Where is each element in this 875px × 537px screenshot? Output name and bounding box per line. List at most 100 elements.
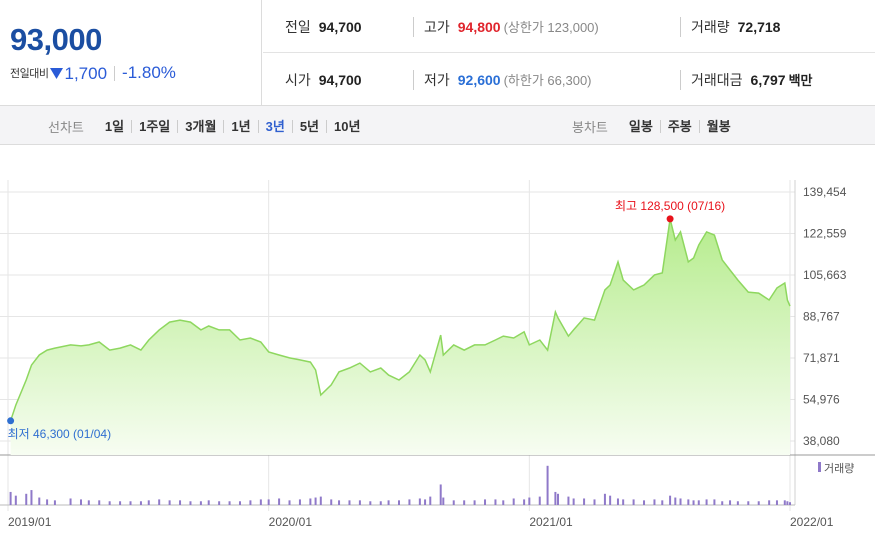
x-tick-label: 2022/01 — [790, 515, 834, 529]
candle-tab[interactable]: 주봉 — [659, 120, 699, 133]
volume-bar — [189, 501, 192, 505]
x-tick-label: 2019/01 — [8, 515, 52, 529]
change-row: 전일대비 1,700 -1.80% — [10, 63, 176, 83]
volume-bar — [387, 500, 390, 505]
volume-bar — [314, 497, 317, 505]
volume-bar — [439, 484, 442, 505]
volume-bar — [528, 497, 531, 505]
volume-bar — [158, 499, 161, 505]
volume-bar — [729, 500, 732, 505]
volume-bar — [119, 501, 122, 505]
x-tick-label: 2021/01 — [529, 515, 573, 529]
volume-bar — [572, 498, 575, 505]
summary-cell: 거래대금 6,797 백만 — [680, 70, 813, 90]
cell-value: 6,797 — [750, 72, 786, 88]
volume-bar — [661, 500, 664, 505]
volume-bar — [129, 501, 132, 505]
volume-bar — [369, 501, 372, 505]
y-tick-label: 71,871 — [803, 351, 840, 365]
y-tick-label: 122,559 — [803, 226, 847, 240]
volume-bar — [79, 499, 82, 505]
volume-bar — [358, 500, 361, 505]
period-tab[interactable]: 1주일 — [131, 120, 177, 133]
summary-table: 전일 94,700 고가 94,800 (상한가 123,000) 거래량 72,718 시가… — [263, 0, 875, 105]
summary-row: 전일 94,700 고가 94,800 (상한가 123,000) 거래량 72,718 — [263, 0, 875, 52]
volume-bar — [452, 500, 455, 505]
candle-chart-tabs: 봉차트 일봉 주봉 월봉 — [572, 117, 738, 136]
candle-tab[interactable]: 일봉 — [628, 119, 653, 134]
summary-cell: 고가 94,800 (상한가 123,000) — [413, 17, 599, 37]
volume-bar — [338, 500, 341, 505]
volume-bar — [583, 498, 586, 505]
volume-bar — [616, 498, 619, 505]
volume-bar — [494, 499, 497, 505]
volume-bar — [267, 499, 270, 505]
volume-bar — [87, 500, 90, 505]
volume-bar — [288, 500, 291, 505]
annotation-label: 최고 128,500 (07/16) — [615, 199, 725, 213]
volume-bar — [199, 501, 202, 505]
summary-cell: 시가 94,700 — [285, 70, 362, 90]
volume-bar — [783, 500, 786, 505]
period-tab[interactable]: 3개월 — [177, 120, 223, 133]
volume-bar — [757, 501, 760, 505]
volume-bar — [207, 500, 210, 505]
volume-bar — [179, 500, 182, 505]
price-line — [9, 218, 791, 422]
volume-bar — [408, 499, 411, 505]
legend-label: 거래량 — [824, 462, 854, 475]
volume-bar — [713, 499, 716, 505]
change-value: 1,700 — [64, 65, 116, 82]
cell-label: 고가 — [424, 19, 450, 35]
volume-bar — [298, 499, 301, 505]
cell-label: 거래량 — [691, 19, 730, 35]
volume-bar — [687, 499, 690, 505]
cell-value: 92,600 — [457, 72, 501, 88]
volume-bar — [736, 501, 739, 505]
volume-bar — [98, 500, 101, 505]
volume-bar — [9, 491, 12, 505]
volume-bar — [25, 493, 28, 505]
cell-value: 94,800 — [457, 19, 501, 35]
volume-bar — [379, 501, 382, 505]
cell-label: 저가 — [424, 72, 450, 88]
chart: 38,080 54,976 71,871 88,767 105,663 122,559 13… — [0, 180, 875, 529]
cell-unit: 백만 — [788, 73, 813, 88]
cell-note: (하한가 66,300) — [503, 73, 592, 88]
volume-bar — [53, 500, 56, 505]
y-tick-label: 88,767 — [803, 310, 840, 324]
volume-bar — [538, 496, 541, 505]
tab-group-label: 선차트 — [48, 120, 84, 135]
volume-bar — [278, 498, 281, 505]
volume-bar — [418, 498, 421, 505]
volume-bar — [309, 498, 312, 505]
cell-value: 72,718 — [737, 19, 781, 35]
cell-label: 시가 — [285, 72, 311, 88]
volume-bar — [398, 500, 400, 505]
candle-tab[interactable]: 월봉 — [698, 120, 738, 133]
volume-bar — [139, 501, 142, 505]
volume-bar — [653, 499, 656, 505]
volume-bar — [429, 496, 432, 505]
change-label: 전일대비 — [10, 68, 49, 80]
volume-bar — [348, 500, 351, 505]
volume-bar — [786, 501, 789, 505]
volume-bar — [554, 491, 557, 505]
line-chart-tabs: 선차트 1일 1주일 3개월 1년 3년 5년 10년 — [48, 117, 367, 136]
legend-swatch — [818, 462, 821, 472]
volume-bar — [319, 496, 322, 505]
summary-cell: 전일 94,700 — [285, 17, 362, 37]
period-tab[interactable]: 10년 — [326, 120, 367, 133]
quote-panel: 93,000 전일대비 1,700 -1.80% — [0, 0, 262, 105]
current-price: 93,000 — [10, 22, 102, 57]
period-tab[interactable]: 3년 — [257, 120, 292, 133]
annotation-label: 최저 46,300 (01/04) — [8, 427, 111, 441]
y-tick-label: 54,976 — [803, 392, 840, 406]
volume-bar — [147, 500, 150, 505]
period-tab[interactable]: 5년 — [291, 120, 326, 133]
period-tab[interactable]: 1년 — [223, 120, 257, 133]
volume-bar — [512, 498, 515, 505]
period-tab[interactable]: 1일 — [104, 119, 125, 134]
volume-bar — [30, 490, 33, 505]
